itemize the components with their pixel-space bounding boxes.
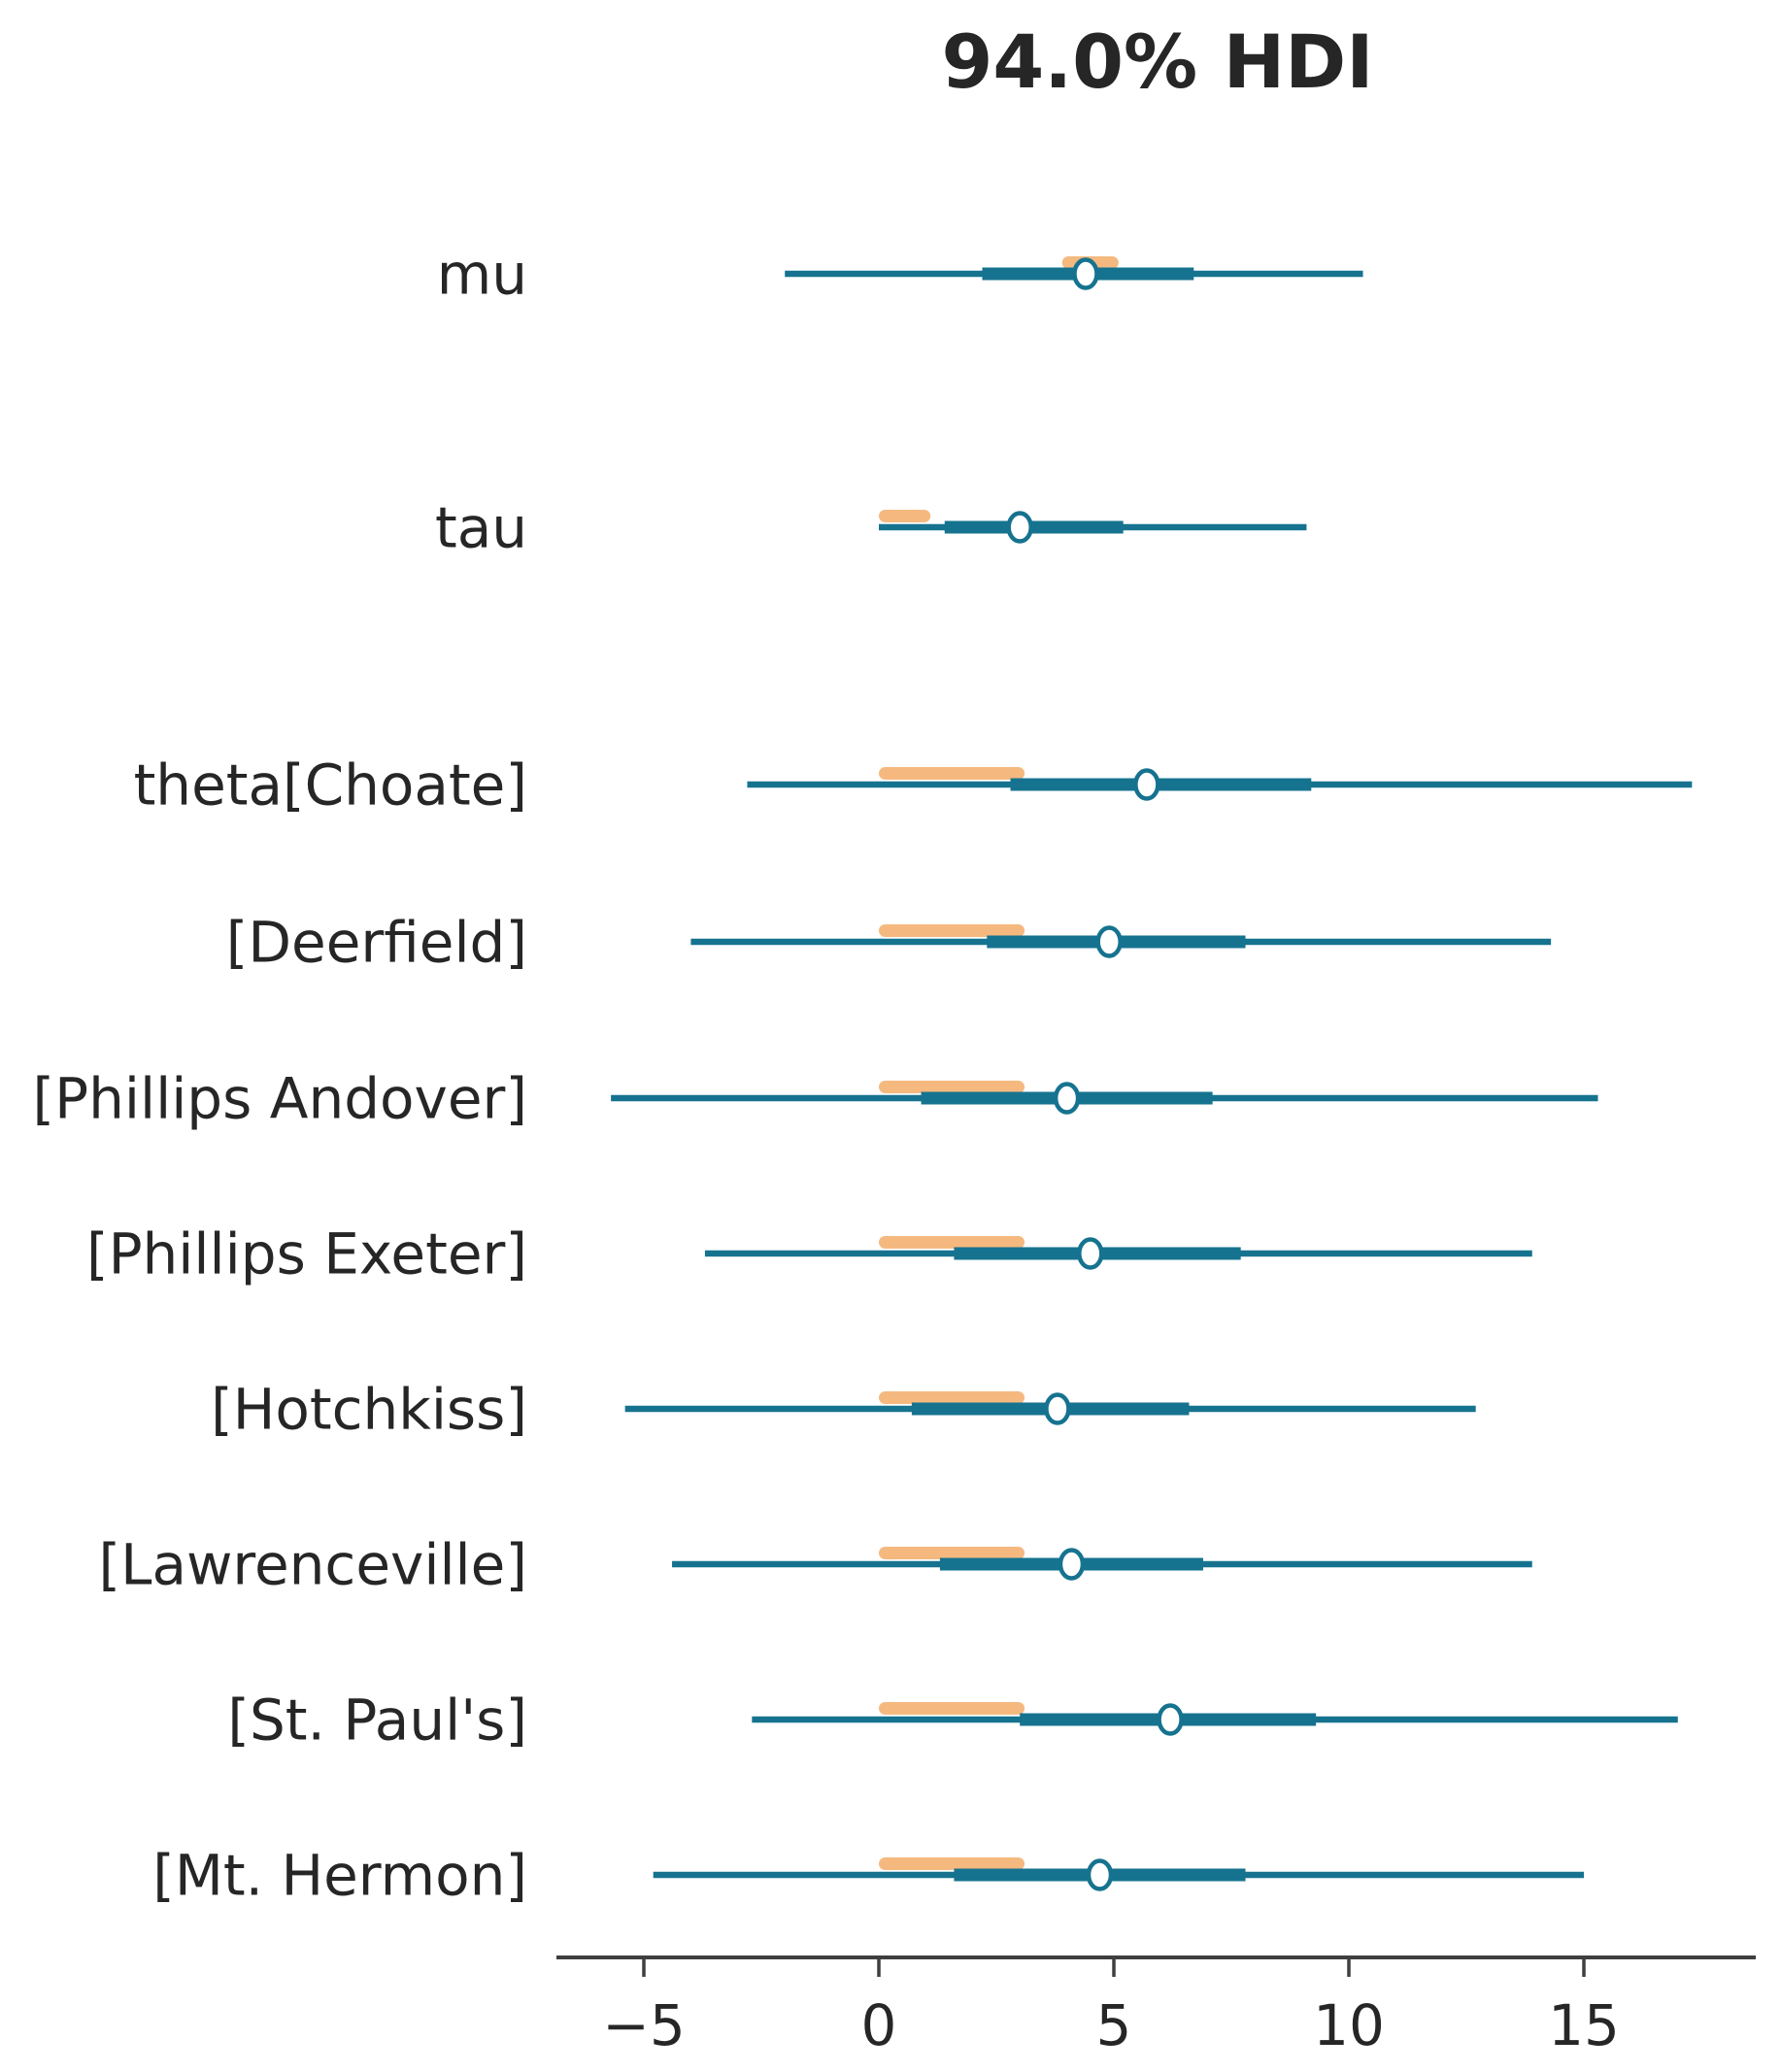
median-point bbox=[1058, 1548, 1086, 1581]
forest-row: [Deerfield] bbox=[226, 909, 1552, 975]
median-point bbox=[1072, 257, 1099, 290]
row-label: [Hotchkiss] bbox=[211, 1376, 527, 1442]
x-axis-tick-label: 15 bbox=[1548, 1992, 1620, 2058]
median-point bbox=[1133, 768, 1160, 801]
forest-row: tau bbox=[435, 494, 1307, 560]
x-axis-tick-label: −5 bbox=[602, 1992, 686, 2058]
median-point bbox=[1086, 1858, 1114, 1891]
forest-row: [Lawrenceville] bbox=[99, 1531, 1532, 1597]
row-label: [Lawrenceville] bbox=[99, 1531, 528, 1597]
row-label: [Deerfield] bbox=[226, 909, 527, 975]
forest-row: [Phillips Andover] bbox=[32, 1065, 1598, 1131]
forest-row: theta[Choate] bbox=[134, 752, 1693, 818]
forest-row: [St. Paul's] bbox=[227, 1687, 1678, 1753]
x-axis-tick-label: 5 bbox=[1096, 1992, 1132, 2058]
x-axis: −5 0 5 10 15 bbox=[556, 1955, 1756, 2058]
forest-row: [Mt. Hermon] bbox=[152, 1842, 1584, 1908]
row-label: theta[Choate] bbox=[134, 752, 527, 818]
median-point bbox=[1044, 1392, 1071, 1425]
chart-title: 94.0% HDI bbox=[941, 18, 1373, 105]
forest-rows: mu tau theta[Choate] [Deerfield] [Phillips A… bbox=[32, 241, 1693, 1908]
row-label: mu bbox=[437, 241, 527, 307]
median-point bbox=[1053, 1082, 1081, 1115]
row-label: [Phillips Andover] bbox=[32, 1065, 527, 1131]
forest-row: mu bbox=[437, 241, 1363, 307]
forest-row: [Hotchkiss] bbox=[211, 1376, 1476, 1442]
median-point bbox=[1157, 1703, 1184, 1736]
median-point bbox=[1077, 1237, 1104, 1270]
x-axis-tick-label: 10 bbox=[1313, 1992, 1385, 2058]
row-label: tau bbox=[435, 494, 527, 560]
row-label: [St. Paul's] bbox=[227, 1687, 527, 1753]
median-point bbox=[1006, 511, 1033, 544]
row-label: [Phillips Exeter] bbox=[86, 1220, 527, 1287]
median-point bbox=[1095, 925, 1123, 958]
row-label: [Mt. Hermon] bbox=[152, 1842, 527, 1908]
x-axis-tick-label: 0 bbox=[861, 1992, 897, 2058]
forest-row: [Phillips Exeter] bbox=[86, 1220, 1532, 1287]
